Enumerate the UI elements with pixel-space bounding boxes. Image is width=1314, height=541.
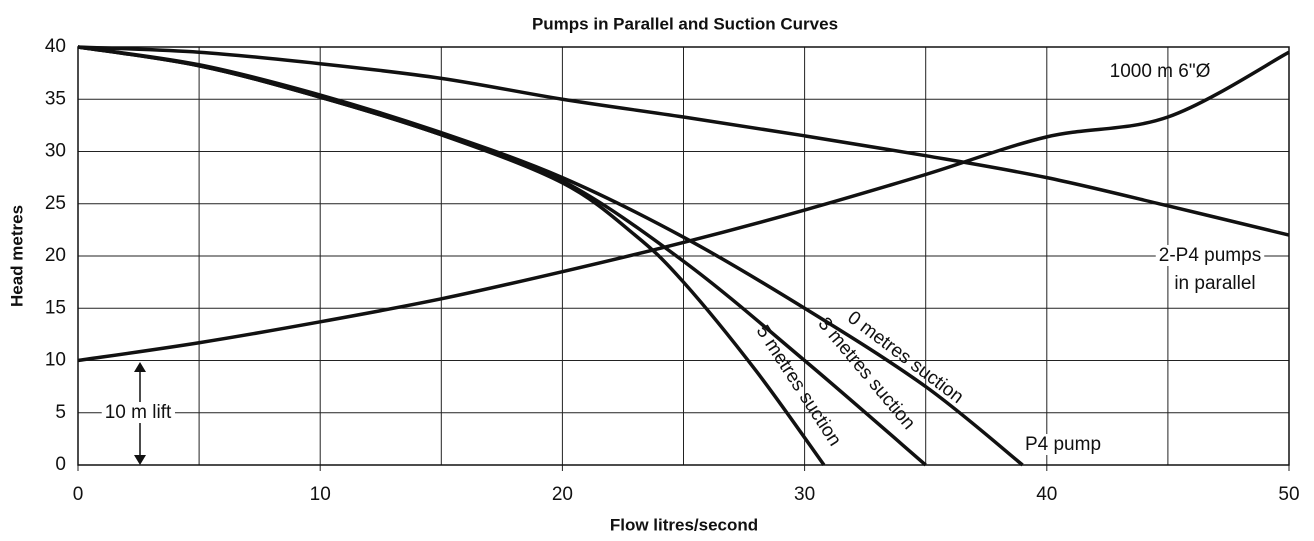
label-bg bbox=[1155, 245, 1265, 267]
x-tick-label: 0 bbox=[73, 484, 84, 505]
x-tick-label: 10 bbox=[310, 484, 331, 505]
label-bg bbox=[1171, 273, 1259, 295]
annotation: in parallel bbox=[1174, 273, 1255, 294]
annotation: 10 m lift bbox=[105, 402, 172, 423]
curve-label: 1000 m 6"Ø bbox=[1110, 61, 1211, 82]
curve bbox=[77, 45, 826, 467]
chart-title: Pumps in Parallel and Suction Curves bbox=[532, 14, 838, 33]
label-bg bbox=[1021, 434, 1105, 456]
y-tick-label: 25 bbox=[45, 193, 66, 214]
label-bg bbox=[101, 402, 175, 424]
annotation: 2-P4 pumps bbox=[1159, 245, 1261, 266]
curve bbox=[77, 45, 1290, 237]
x-tick-label: 30 bbox=[794, 484, 815, 505]
y-tick-label: 5 bbox=[55, 402, 66, 423]
y-tick-label: 35 bbox=[45, 88, 66, 109]
y-tick-label: 30 bbox=[45, 141, 66, 162]
y-tick-label: 20 bbox=[45, 245, 66, 266]
x-axis-label: Flow litres/second bbox=[610, 515, 758, 534]
y-tick-label: 10 bbox=[45, 350, 66, 371]
y-axis-label: Head metres bbox=[7, 205, 26, 307]
lines bbox=[77, 45, 1290, 467]
y-tick-label: 40 bbox=[45, 36, 66, 57]
plot-frame bbox=[77, 46, 1290, 466]
y-tick-label: 15 bbox=[45, 297, 66, 318]
annotation: P4 pump bbox=[1025, 434, 1101, 455]
y-tick-label: 0 bbox=[55, 454, 66, 475]
curve bbox=[77, 50, 1290, 363]
grid bbox=[77, 46, 1290, 471]
x-tick-label: 20 bbox=[552, 484, 573, 505]
x-tick-label: 50 bbox=[1278, 484, 1299, 505]
x-tick-label: 40 bbox=[1036, 484, 1057, 505]
